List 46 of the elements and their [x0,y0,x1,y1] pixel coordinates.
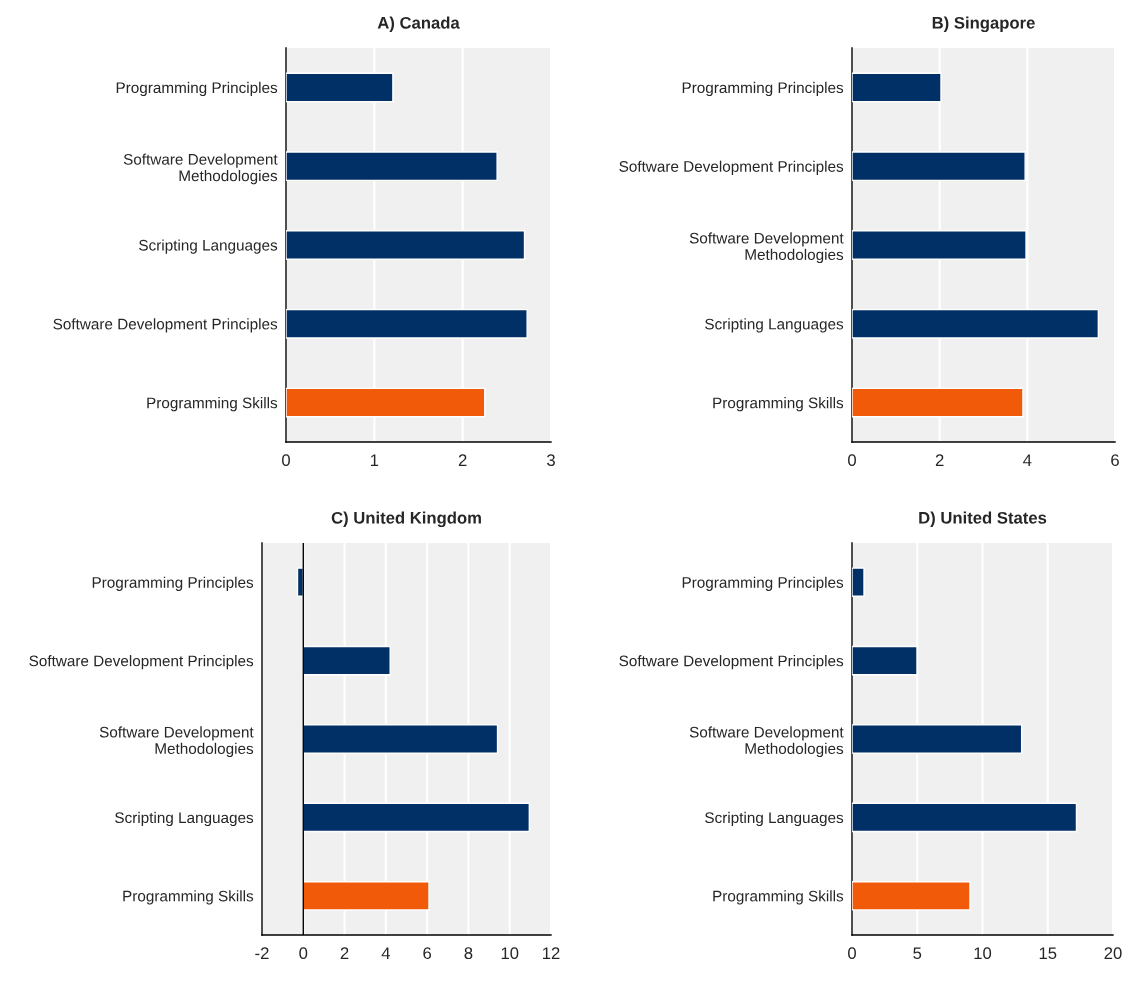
x-tick-label: 12 [543,947,560,959]
x-tick-label: 0 [299,947,308,960]
x-tick-label: -2 [255,947,269,959]
x-tick-label: 6 [423,947,432,960]
chart-title: D) United States [919,511,1047,528]
x-tick-label: 8 [464,947,473,960]
x-tick-label: 2 [935,454,944,466]
y-tick-label: Programming Skills [147,397,278,412]
y-tick-label: Scripting Languages [115,811,254,827]
x-tick-label: 3 [547,454,555,467]
y-tick-label: Scripting Languages [705,318,844,333]
x-tick-label: 20 [1104,947,1122,960]
y-tick-label: Software Development Principles [53,318,278,333]
y-tick-label: Programming Skills [713,397,844,412]
y-tick-label: Programming Principles [116,81,278,97]
y-tick-label: Software Development Principles [619,160,844,175]
y-tick-label: Software Development Principles [29,655,254,670]
y-tick-label: Programming Skills [123,890,254,905]
x-tick-label: 6 [1111,454,1119,467]
x-tick-label: 10 [501,947,519,960]
x-tick-label: 2 [458,454,467,466]
bar [852,567,865,598]
x-tick-label: 10 [974,947,992,960]
y-tick-label: Scripting Languages [705,811,844,827]
chart-title: C) United Kingdom [331,511,481,528]
x-tick-label: 0 [848,947,856,960]
y-tick-label: Software Development Methodologies [99,726,254,758]
y-tick-label: Programming Principles [92,576,254,591]
x-tick-label: 0 [848,454,856,467]
y-tick-label: Scripting Languages [139,239,278,254]
chart-title: A) Canada [377,16,460,33]
y-tick-label: Software Development Methodologies [689,726,844,758]
y-tick-label: Programming Skills [713,890,844,905]
x-tick-label: 15 [1039,947,1057,960]
y-tick-label: Programming Principles [682,576,844,591]
x-tick-label: 4 [381,947,390,959]
y-tick-label: Software Development Methodologies [689,232,844,264]
x-tick-label: 2 [340,947,349,959]
chart-title: B) Singapore [932,16,1035,33]
x-tick-label: 4 [1023,454,1032,466]
x-tick-label: 5 [913,947,922,960]
y-tick-label: Programming Principles [682,81,844,97]
y-tick-label: Software Development Methodologies [123,153,278,185]
x-tick-label: 0 [282,454,290,467]
x-tick-label: 1 [370,454,379,466]
y-tick-label: Software Development Principles [619,655,844,670]
